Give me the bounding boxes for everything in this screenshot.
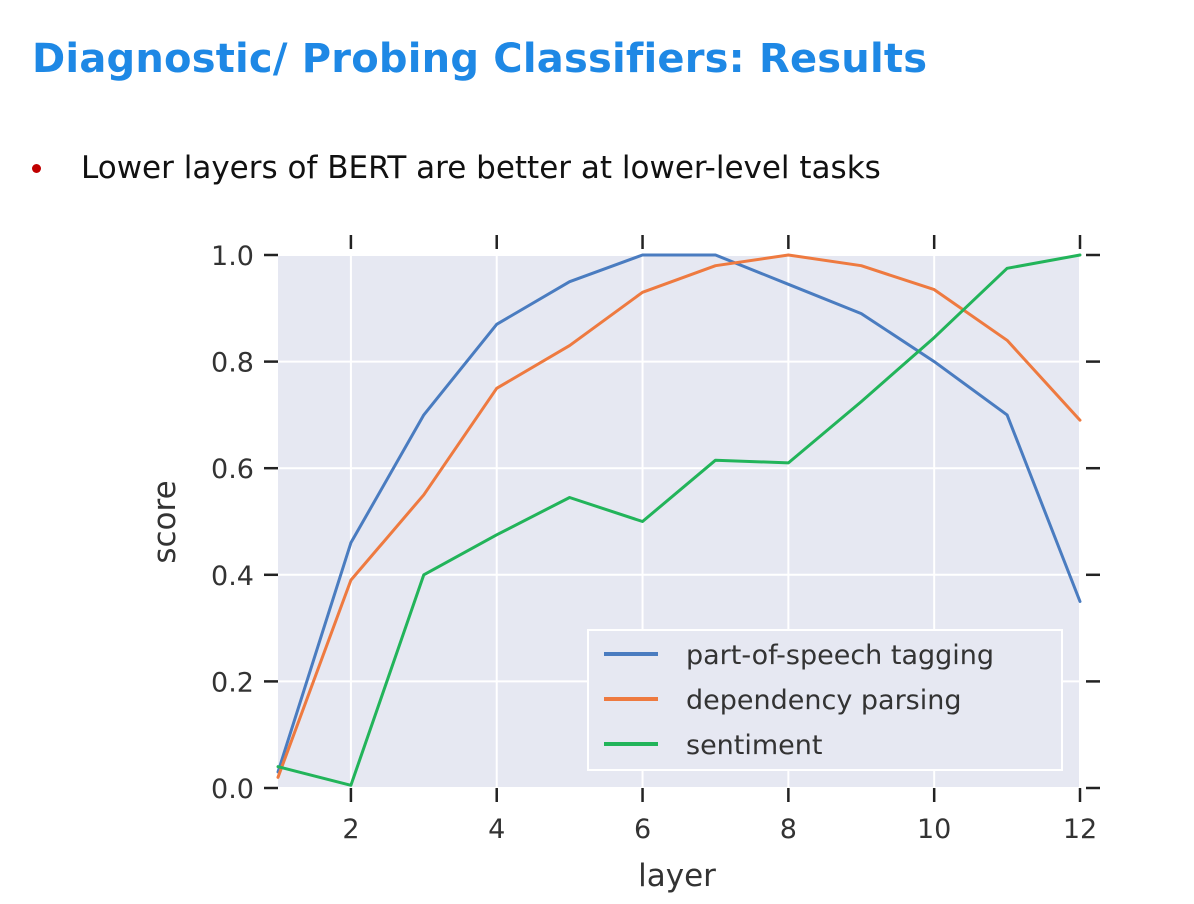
series-line-3 — [276, 253, 1082, 787]
y-tick-label: 1.0 — [211, 241, 254, 272]
legend-box — [587, 629, 1063, 771]
x-tick-label: 10 — [917, 814, 951, 845]
x-tick-label: 4 — [488, 814, 505, 845]
y-tick-label: 0.6 — [211, 454, 254, 485]
bullet-item: Lower layers of BERT are better at lower… — [28, 150, 881, 186]
legend-label-3: sentiment — [686, 730, 823, 761]
y-tick-label: 0.0 — [211, 774, 254, 805]
x-axis-label: layer — [638, 858, 716, 894]
x-tick-label: 6 — [634, 814, 651, 845]
y-tick-label: 0.8 — [211, 348, 254, 379]
series-line-2 — [276, 253, 1082, 779]
y-tick-label: 0.2 — [211, 667, 254, 698]
legend-label-2: dependency parsing — [686, 685, 961, 716]
slide-title: Diagnostic/ Probing Classifiers: Results — [32, 36, 928, 82]
bullet-dot-icon — [32, 163, 41, 173]
y-axis-label: score — [147, 480, 183, 563]
x-tick-label: 12 — [1063, 814, 1097, 845]
x-tick-label: 8 — [780, 814, 797, 845]
y-tick-label: 0.4 — [211, 561, 254, 592]
x-tick-label: 2 — [342, 814, 359, 845]
bullet-text: Lower layers of BERT are better at lower… — [81, 150, 881, 186]
series-line-1 — [276, 253, 1082, 774]
legend-label-1: part-of-speech tagging — [686, 640, 994, 671]
